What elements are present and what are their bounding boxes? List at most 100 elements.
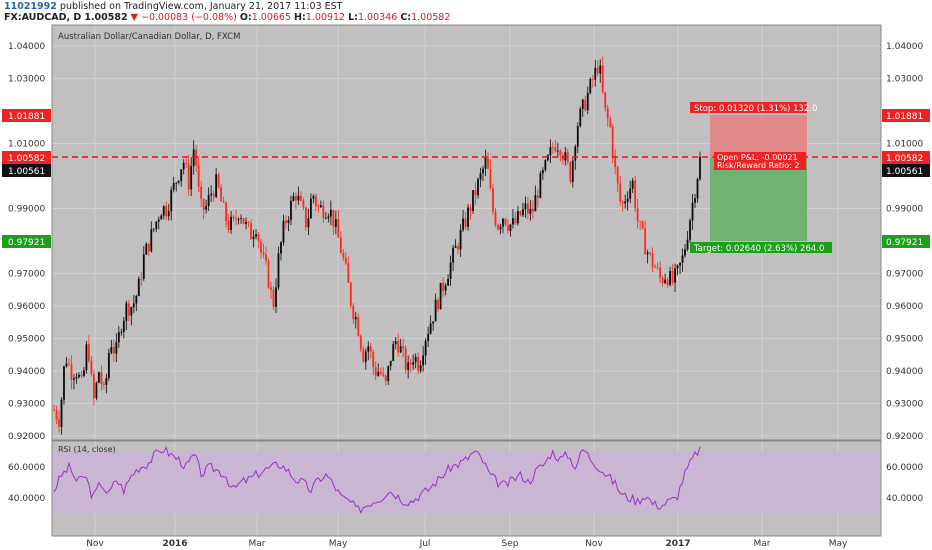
- candle-body: [220, 186, 223, 202]
- candle-body: [407, 362, 410, 370]
- candle-body: [334, 219, 337, 227]
- candle-body: [110, 347, 113, 354]
- candle-body: [177, 180, 180, 183]
- target-price-tag-right: [882, 235, 930, 248]
- candle-body: [300, 195, 302, 201]
- candle-body: [649, 252, 652, 254]
- candle-body: [601, 65, 604, 93]
- candle-body: [479, 173, 482, 180]
- candle-body: [250, 223, 252, 240]
- price-tick-left: 0.94000: [8, 367, 45, 377]
- candle-body: [611, 126, 614, 157]
- price-tick-left: 0.95000: [8, 335, 45, 345]
- candle-body: [205, 206, 208, 210]
- ohlc-line: FX:AUDCAD, D 1.00582 ▼ −0.00083 (−0.08%)…: [4, 12, 450, 23]
- price-change: −0.00083 (−0.08%): [140, 12, 237, 23]
- candle-body: [417, 356, 420, 371]
- candle-body: [504, 218, 507, 225]
- x-axis-label: Sep: [502, 539, 519, 549]
- stop-label: Stop: 0.01320 (1.31%) 132.0: [694, 104, 817, 114]
- x-axis-label: 2016: [162, 539, 187, 549]
- candle-body: [347, 263, 350, 283]
- stop-label-box: [690, 102, 807, 113]
- target-label-box: [690, 242, 832, 253]
- candle-body: [160, 215, 163, 220]
- candle-body: [349, 282, 352, 306]
- candle-body: [586, 92, 589, 111]
- candle-body: [319, 205, 322, 208]
- candle-body: [616, 167, 619, 184]
- candle-body: [170, 189, 173, 212]
- candle-body: [584, 99, 587, 111]
- candle-body: [526, 203, 529, 214]
- candle-body: [624, 201, 627, 204]
- price-tick-left: 0.99000: [8, 205, 45, 215]
- target-zone[interactable]: [710, 157, 807, 241]
- stop-zone[interactable]: [710, 115, 807, 157]
- candle-body: [115, 342, 118, 354]
- candle-body: [312, 195, 315, 199]
- candle-body: [629, 188, 632, 199]
- candle-body: [684, 249, 686, 256]
- candle-body: [155, 221, 158, 229]
- candle-body: [222, 201, 225, 203]
- candle-body: [534, 195, 537, 212]
- symbol-label: FX:AUDCAD, D: [4, 12, 82, 23]
- x-axis-label: 2017: [665, 539, 690, 549]
- candle-body: [63, 366, 65, 400]
- candle-body: [626, 198, 629, 202]
- x-axis-label: Mar: [249, 539, 266, 549]
- candle-body: [285, 220, 287, 224]
- current-price-left: 1.00582: [8, 154, 45, 164]
- candle-body: [676, 265, 679, 269]
- candle-body: [215, 174, 218, 197]
- candle-body: [502, 218, 504, 227]
- candle-body: [392, 344, 395, 361]
- candle-body: [202, 198, 205, 210]
- candle-body: [369, 346, 372, 352]
- candle-body: [389, 360, 392, 367]
- candle-body: [539, 173, 542, 198]
- main-pane-border: [51, 24, 882, 441]
- price-tick-right: 0.94000: [886, 367, 923, 377]
- pnl-label: Open P&L: -0.00021: [717, 153, 798, 162]
- candle-body: [477, 179, 479, 196]
- prev-close-right: 1.00561: [886, 167, 923, 177]
- candle-body: [240, 218, 242, 220]
- candle-body: [197, 165, 200, 187]
- candle-body: [699, 156, 701, 180]
- candle-body: [631, 180, 634, 189]
- candle-body: [694, 198, 696, 203]
- rsi-line: [53, 446, 701, 514]
- user-id[interactable]: 11021992: [4, 1, 57, 12]
- candle-body: [529, 208, 532, 214]
- candle-body: [464, 218, 467, 227]
- current-price-tag-right: [882, 151, 930, 164]
- candle-body: [549, 147, 552, 156]
- candle-body: [262, 252, 265, 255]
- candle-body: [339, 237, 342, 253]
- candle-body: [656, 267, 659, 269]
- price-tick-left: 0.96000: [8, 302, 45, 312]
- candle-body: [307, 218, 310, 228]
- target-price-left: 0.97921: [8, 238, 45, 248]
- price-tick-left: 0.92000: [8, 432, 45, 442]
- candle-body: [137, 278, 140, 296]
- candle-body: [93, 373, 95, 399]
- chart-header: 11021992 published on TradingView.com, J…: [0, 0, 932, 24]
- candle-body: [447, 278, 449, 286]
- candle-body: [412, 362, 415, 365]
- candle-body: [522, 209, 524, 216]
- chart-title: Australian Dollar/Canadian Dollar, D, FX…: [58, 32, 240, 42]
- candle-body: [120, 331, 123, 333]
- candle-body: [157, 219, 160, 222]
- candle-body: [135, 295, 138, 304]
- candle-body: [329, 209, 332, 217]
- candle-body: [596, 67, 599, 74]
- candle-body: [671, 271, 674, 283]
- candle-body: [302, 200, 305, 208]
- candle-body: [492, 188, 494, 212]
- open-value: 1.00665: [251, 12, 292, 23]
- candle-body: [272, 289, 275, 307]
